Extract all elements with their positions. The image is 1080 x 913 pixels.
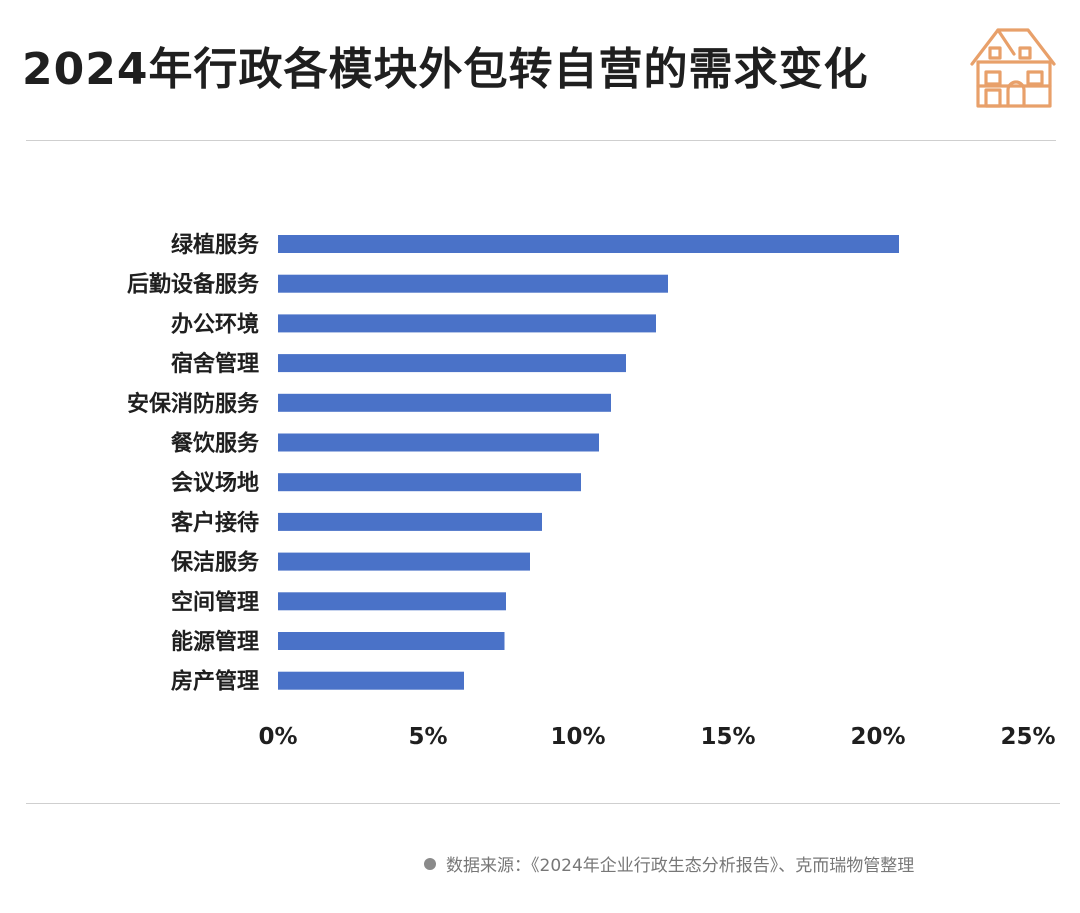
category-label: 房产管理 (171, 669, 259, 695)
bar-chart: 绿植服务后勤设备服务办公环境宿舍管理安保消防服务餐饮服务会议场地客户接待保洁服务… (127, 232, 1056, 750)
x-tick-label: 0% (258, 724, 297, 750)
x-tick-label: 20% (850, 724, 905, 750)
bar (278, 552, 530, 571)
x-tick-label: 10% (550, 724, 605, 750)
source-note: 数据来源：《2024年企业行政生态分析报告》、克而瑞物管整理 (424, 851, 914, 876)
category-label: 安保消防服务 (127, 391, 260, 417)
house-icon (970, 28, 1056, 108)
bar (278, 632, 505, 650)
bar (278, 274, 668, 293)
bar (278, 235, 899, 253)
bar (278, 393, 611, 412)
category-label: 空间管理 (171, 589, 259, 615)
category-label: 餐饮服务 (171, 432, 260, 457)
bullet-icon (424, 858, 436, 870)
bar (278, 592, 506, 611)
x-tick-label: 5% (408, 724, 447, 750)
category-label: 保洁服务 (170, 551, 260, 576)
bar (278, 512, 542, 531)
footer-divider (26, 803, 1060, 804)
category-label: 客户接待 (171, 510, 259, 536)
category-label: 办公环境 (171, 311, 259, 337)
bar (278, 433, 599, 452)
category-label: 能源管理 (171, 629, 259, 655)
bar (278, 354, 626, 373)
bar (278, 473, 581, 492)
category-label: 绿植服务 (171, 232, 260, 258)
x-tick-label: 15% (700, 724, 755, 750)
source-text: 数据来源：《2024年企业行政生态分析报告》、克而瑞物管整理 (446, 856, 915, 876)
x-tick-label: 25% (1000, 724, 1055, 750)
title-divider (26, 140, 1056, 141)
category-label: 会议场地 (171, 470, 259, 496)
category-label: 后勤设备服务 (127, 272, 260, 298)
bar (278, 671, 464, 690)
category-label: 宿舍管理 (171, 351, 259, 377)
bar (278, 314, 656, 333)
page-title: 2024年行政各模块外包转自营的需求变化 (22, 44, 869, 95)
